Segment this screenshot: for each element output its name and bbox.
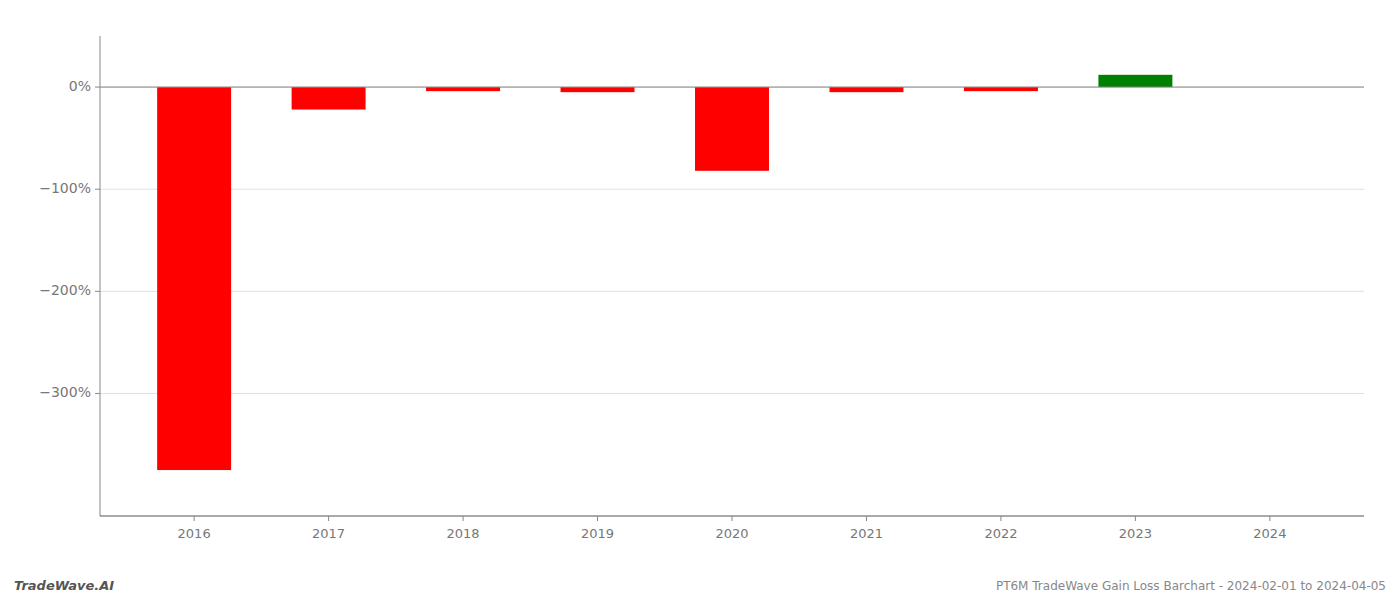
chart-svg: 0% −100% −200% −300% 2016 2017 2018 2019 2020 202… <box>0 0 1400 600</box>
y-tick-label: 0% <box>69 78 91 94</box>
footer-left: TradeWave.AI <box>14 578 114 593</box>
grid-line <box>100 189 1364 190</box>
bars <box>157 75 1172 470</box>
zero-line <box>100 87 1364 88</box>
bar <box>157 87 231 470</box>
grid-line <box>100 291 1364 292</box>
x-tick-label: 2023 <box>1119 526 1152 541</box>
y-axis-line <box>100 36 101 516</box>
x-tick <box>597 516 598 521</box>
y-tick-label: −200% <box>39 282 91 298</box>
y-tick-label: −100% <box>39 180 91 196</box>
y-tick <box>95 393 100 394</box>
grid <box>100 87 1364 393</box>
x-tick-label: 2019 <box>581 526 614 541</box>
x-tick <box>866 516 867 521</box>
bar <box>829 87 903 92</box>
x-tick-label: 2017 <box>312 526 345 541</box>
x-tick <box>328 516 329 521</box>
x-tick-label: 2016 <box>178 526 211 541</box>
x-tick <box>732 516 733 521</box>
grid-line <box>100 393 1364 394</box>
y-tick <box>95 189 100 190</box>
bar <box>292 87 366 109</box>
y-tick-label: −300% <box>39 384 91 400</box>
bar <box>964 87 1038 91</box>
x-tick-label: 2020 <box>715 526 748 541</box>
bar <box>695 87 769 171</box>
x-tick-label: 2018 <box>447 526 480 541</box>
x-tick <box>194 516 195 521</box>
x-tick <box>1135 516 1136 521</box>
bar <box>426 87 500 91</box>
x-tick-label: 2021 <box>850 526 883 541</box>
x-tick-label: 2024 <box>1253 526 1286 541</box>
x-tick <box>1269 516 1270 521</box>
y-tick <box>95 291 100 292</box>
bar <box>561 87 635 92</box>
chart-container: 0% −100% −200% −300% 2016 2017 2018 2019 2020 202… <box>0 0 1400 600</box>
axes: 0% −100% −200% −300% 2016 2017 2018 2019 2020 202… <box>39 36 1364 541</box>
x-tick <box>463 516 464 521</box>
bar <box>1098 75 1172 87</box>
footer-right: PT6M TradeWave Gain Loss Barchart - 2024… <box>996 579 1386 593</box>
grid-line <box>100 87 1364 88</box>
y-tick <box>95 87 100 88</box>
x-tick <box>1000 516 1001 521</box>
x-tick-label: 2022 <box>984 526 1017 541</box>
